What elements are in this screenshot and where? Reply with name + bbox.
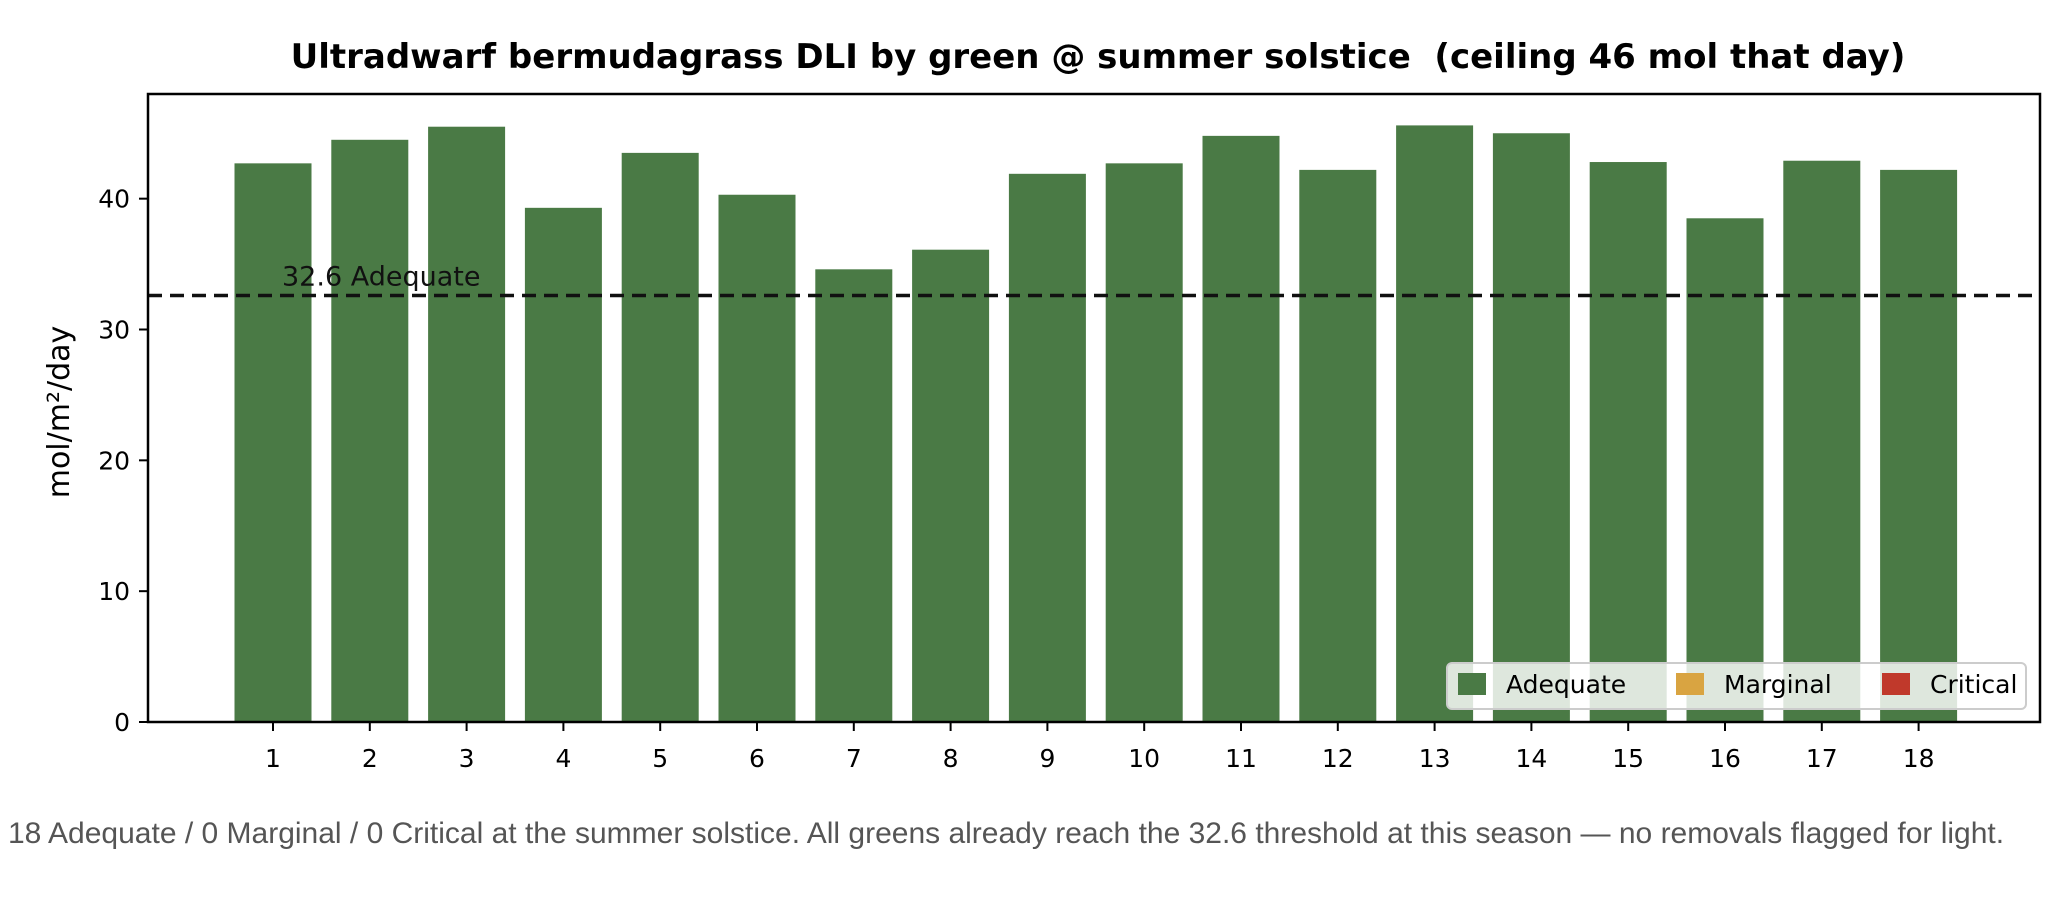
x-tick-label: 3	[459, 744, 475, 773]
bar-green-3	[428, 126, 506, 723]
y-tick-label: 10	[98, 577, 130, 606]
chart: Ultradwarf bermudagrass DLI by green @ s…	[42, 37, 2042, 773]
x-tick-label: 9	[1039, 744, 1055, 773]
bar-green-10	[1105, 163, 1183, 722]
legend-swatch-critical	[1882, 673, 1910, 695]
legend-swatch-adequate	[1458, 673, 1486, 695]
y-tick-label: 40	[98, 185, 130, 214]
bar-green-5	[621, 152, 699, 722]
bar-green-1	[234, 163, 312, 722]
chart-title: Ultradwarf bermudagrass DLI by green @ s…	[291, 37, 1906, 77]
bar-green-2	[331, 139, 409, 722]
bar-green-8	[912, 249, 990, 723]
x-tick-label: 4	[555, 744, 571, 773]
x-tick-label: 12	[1322, 744, 1354, 773]
legend-swatch-marginal	[1676, 673, 1704, 695]
bar-green-13	[1396, 125, 1474, 722]
legend-label-marginal: Marginal	[1724, 670, 1832, 699]
threshold-label: 32.6 Adequate	[282, 261, 480, 292]
x-tick-label: 10	[1128, 744, 1160, 773]
y-tick-label: 20	[98, 446, 130, 475]
x-tick-label: 1	[265, 744, 281, 773]
x-tick-label: 17	[1806, 744, 1838, 773]
bar-green-14	[1492, 133, 1570, 722]
bar-green-4	[524, 207, 602, 722]
y-axis-label: mol/m²/day	[42, 326, 77, 499]
x-tick-label: 14	[1515, 744, 1547, 773]
x-tick-label: 16	[1709, 744, 1741, 773]
bar-green-7	[815, 269, 893, 722]
bar-green-15	[1589, 162, 1667, 723]
x-tick-label: 5	[652, 744, 668, 773]
x-tick-label: 6	[749, 744, 765, 773]
bar-green-6	[718, 194, 796, 722]
x-tick-label: 8	[943, 744, 959, 773]
legend-label-critical: Critical	[1930, 670, 2017, 699]
bar-green-18	[1880, 169, 1958, 723]
bars-layer	[234, 125, 1958, 723]
threshold-layer: 32.6 Adequate	[148, 261, 2040, 298]
x-tick-label: 13	[1419, 744, 1451, 773]
x-tick-label: 11	[1225, 744, 1257, 773]
y-tick-label: 30	[98, 316, 130, 345]
bar-green-16	[1686, 218, 1764, 722]
y-tick-label: 0	[114, 708, 130, 737]
bar-green-12	[1299, 169, 1377, 723]
x-tick-label: 7	[846, 744, 862, 773]
legend: Adequate Marginal Critical	[1446, 662, 2027, 710]
chart-caption: 18 Adequate / 0 Marginal / 0 Critical at…	[8, 817, 2005, 850]
legend-box	[1446, 662, 2027, 710]
plot-frame	[146, 92, 2042, 724]
legend-label-adequate: Adequate	[1506, 670, 1626, 699]
x-tick-label: 2	[362, 744, 378, 773]
x-tick-label: 18	[1903, 744, 1935, 773]
bar-green-17	[1783, 160, 1861, 723]
bar-green-9	[1008, 173, 1086, 722]
x-tick-label: 15	[1612, 744, 1644, 773]
bar-green-11	[1202, 135, 1280, 722]
